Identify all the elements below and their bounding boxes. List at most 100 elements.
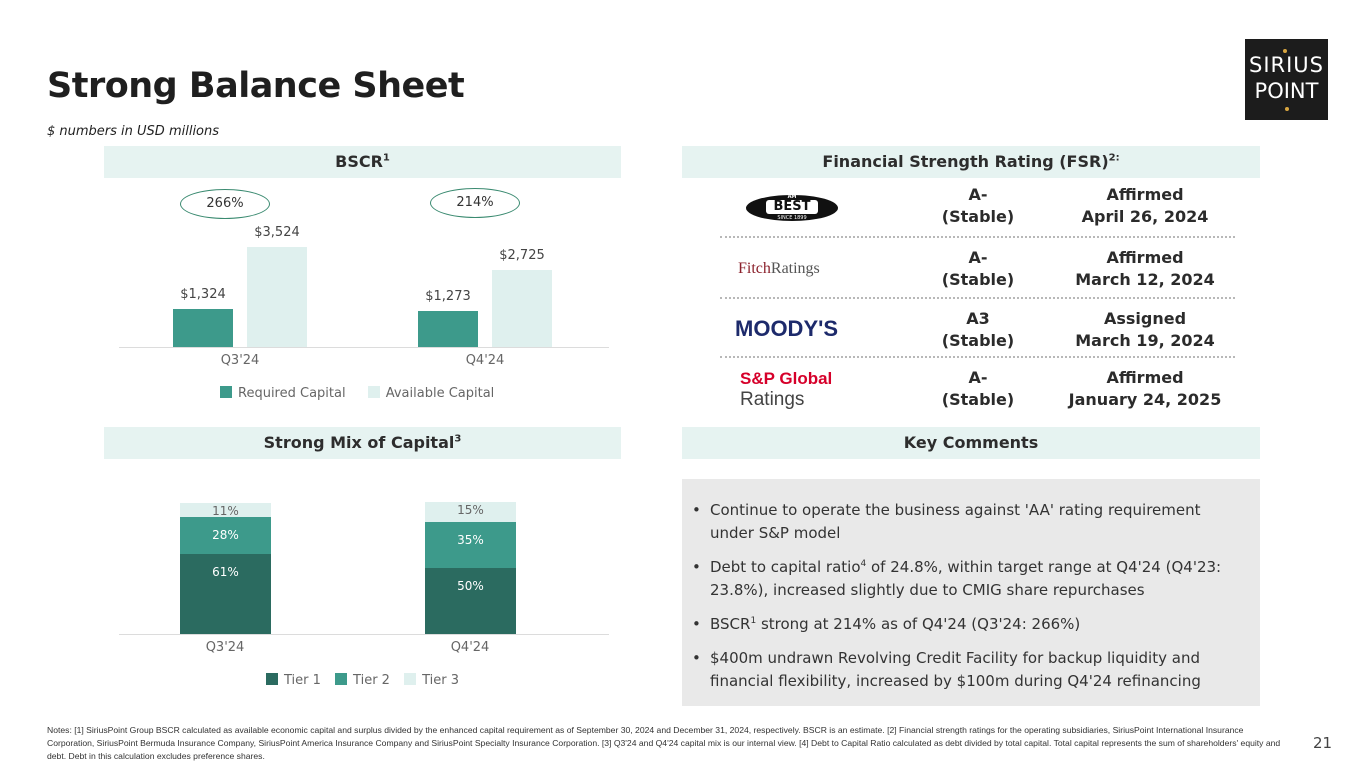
mix-column-q4: 15% 35% 50% xyxy=(425,502,516,634)
logo-dot-bottom xyxy=(1285,107,1289,111)
comment-footnote: 1 xyxy=(750,616,757,626)
legend-swatch-required xyxy=(220,386,232,398)
fsr-divider-1 xyxy=(720,236,1235,238)
fsr-row2-outlook: (Stable) xyxy=(941,270,1015,289)
key-comments-heading: Key Comments xyxy=(682,427,1260,459)
segment-tier2-q3: 28% xyxy=(180,517,271,554)
comment-item: BSCR1 strong at 214% as of Q4'24 (Q3'24:… xyxy=(692,613,1230,636)
fsr-heading-text: Financial Strength Rating (FSR) xyxy=(822,152,1109,171)
fsr-row4-action-value: Affirmed xyxy=(1106,368,1184,387)
sp-global-logo: S&P Global Ratings xyxy=(740,369,870,411)
legend-swatch-tier3 xyxy=(404,673,417,685)
mix-heading-text: Strong Mix of Capital xyxy=(263,433,455,452)
segment-tier1-q3: 61% xyxy=(180,554,271,634)
bscr-ratio-q4: 214% xyxy=(430,188,520,218)
logo-line2: POINT xyxy=(1254,79,1319,103)
comment-text-pre: BSCR xyxy=(710,615,751,633)
mix-xtick-q3: Q3'24 xyxy=(205,640,245,655)
fsr-row4-action: Affirmed January 24, 2025 xyxy=(1055,367,1235,411)
bscr-legend: Required Capital Available Capital xyxy=(220,386,494,401)
comment-footnote: 4 xyxy=(860,559,867,569)
fsr-row1-date: April 26, 2024 xyxy=(1081,207,1209,226)
legend-tier1-label: Tier 1 xyxy=(284,673,321,688)
siriuspoint-logo: SIRIUS POINT xyxy=(1245,39,1328,120)
fsr-row3-action: Assigned March 19, 2024 xyxy=(1055,308,1235,352)
comment-item: Debt to capital ratio4 of 24.8%, within … xyxy=(692,556,1230,602)
bar-available-q4 xyxy=(492,270,552,347)
comment-text-pre: Debt to capital ratio xyxy=(710,558,861,576)
legend-tier3-label: Tier 3 xyxy=(422,673,459,688)
label-available-q3: $3,524 xyxy=(254,225,300,240)
moodys-logo: MOODY'S xyxy=(735,316,839,341)
mix-heading-sup: 3 xyxy=(454,433,462,445)
label-required-q3: $1,324 xyxy=(180,287,226,302)
fsr-row4-rating: A- (Stable) xyxy=(928,367,1028,411)
page-number: 21 xyxy=(1313,734,1333,752)
bscr-axis-line xyxy=(119,347,609,348)
fsr-heading: Financial Strength Rating (FSR)2: xyxy=(682,146,1260,178)
legend-swatch-tier1 xyxy=(266,673,278,685)
bscr-heading-sup: 1 xyxy=(382,152,390,164)
footnotes: Notes: [1] SiriusPoint Group BSCR calcul… xyxy=(47,725,1281,761)
key-comments-box: Continue to operate the business against… xyxy=(682,479,1260,706)
comment-text-post: strong at 214% as of Q4'24 (Q3'24: 266%) xyxy=(756,615,1081,633)
fsr-row1-action-value: Affirmed xyxy=(1106,185,1184,204)
mix-heading: Strong Mix of Capital3 xyxy=(104,427,621,459)
fsr-divider-2 xyxy=(720,297,1235,299)
fsr-table: AM BEST SINCE 1899 A- (Stable) Affirmed … xyxy=(682,180,1260,420)
comment-item: Continue to operate the business against… xyxy=(692,499,1230,545)
logo-line1: SIRIUS xyxy=(1248,53,1324,77)
segment-tier3-q4: 15% xyxy=(425,502,516,522)
mix-axis-line xyxy=(119,634,609,635)
sp-global-logo-line1: S&P Global xyxy=(740,369,833,388)
mix-xtick-q4: Q4'24 xyxy=(450,640,490,655)
mix-chart: 11% 28% 61% 15% 35% 50% Q3'24 Q4'24 Tier… xyxy=(104,460,621,700)
bar-required-q4 xyxy=(418,311,478,347)
segment-tier3-q3: 11% xyxy=(180,503,271,518)
fsr-row2-action-value: Affirmed xyxy=(1106,248,1184,267)
label-required-q4: $1,273 xyxy=(425,289,471,304)
fsr-row1-rating-value: A- xyxy=(968,185,988,204)
legend-swatch-available xyxy=(367,386,380,398)
fsr-row4-date: January 24, 2025 xyxy=(1068,390,1222,409)
fsr-row3-action-value: Assigned xyxy=(1103,309,1187,328)
segment-tier2-q4: 35% xyxy=(425,522,516,568)
label-available-q4: $2,725 xyxy=(499,248,545,263)
fsr-row3-rating: A3 (Stable) xyxy=(928,308,1028,352)
fsr-row3-rating-value: A3 xyxy=(966,309,990,328)
bscr-heading-text: BSCR xyxy=(335,152,383,171)
legend-required-label: Required Capital xyxy=(238,386,346,401)
bscr-ratio-q3: 266% xyxy=(180,189,270,219)
fitch-logo-b: Ratings xyxy=(770,260,820,277)
page-subtitle: $ numbers in USD millions xyxy=(47,124,220,139)
page-title: Strong Balance Sheet xyxy=(47,66,465,106)
bar-available-q3 xyxy=(247,247,307,347)
fsr-row1-action: Affirmed April 26, 2024 xyxy=(1055,184,1235,228)
legend-available-label: Available Capital xyxy=(385,386,495,401)
fsr-row3-date: March 19, 2024 xyxy=(1075,331,1215,350)
ambest-bottom-text: SINCE 1899 xyxy=(777,215,807,221)
fsr-row3-outlook: (Stable) xyxy=(941,331,1015,350)
fsr-row1-rating: A- (Stable) xyxy=(928,184,1028,228)
comment-text-post: of 24.8%, within target range at Q4'24 (… xyxy=(710,558,1222,599)
comment-item: $400m undrawn Revolving Credit Facility … xyxy=(692,647,1230,693)
mix-legend: Tier 1 Tier 2 Tier 3 xyxy=(266,673,459,688)
fsr-row2-date: March 12, 2024 xyxy=(1075,270,1215,289)
bar-required-q3 xyxy=(173,309,233,347)
fsr-row2-rating-value: A- xyxy=(968,248,988,267)
fsr-row2-rating: A- (Stable) xyxy=(928,247,1028,291)
fsr-row1-outlook: (Stable) xyxy=(941,207,1015,226)
bscr-heading: BSCR1 xyxy=(104,146,621,178)
fsr-row4-outlook: (Stable) xyxy=(941,390,1015,409)
fitch-logo-a: Fitch xyxy=(738,260,771,277)
ambest-main-text: BEST xyxy=(766,200,818,214)
comment-text: Continue to operate the business against… xyxy=(710,501,1201,542)
legend-tier2-label: Tier 2 xyxy=(353,673,390,688)
fsr-row4-rating-value: A- xyxy=(968,368,988,387)
sp-global-logo-line2: Ratings xyxy=(740,389,805,410)
ambest-top-text: AM xyxy=(787,194,797,200)
segment-tier1-q4: 50% xyxy=(425,568,516,634)
bscr-xtick-q3: Q3'24 xyxy=(220,353,260,368)
bscr-chart: 266% 214% $1,324 $3,524 $1,273 $2,725 Q3… xyxy=(104,180,621,410)
fsr-divider-3 xyxy=(720,356,1235,358)
